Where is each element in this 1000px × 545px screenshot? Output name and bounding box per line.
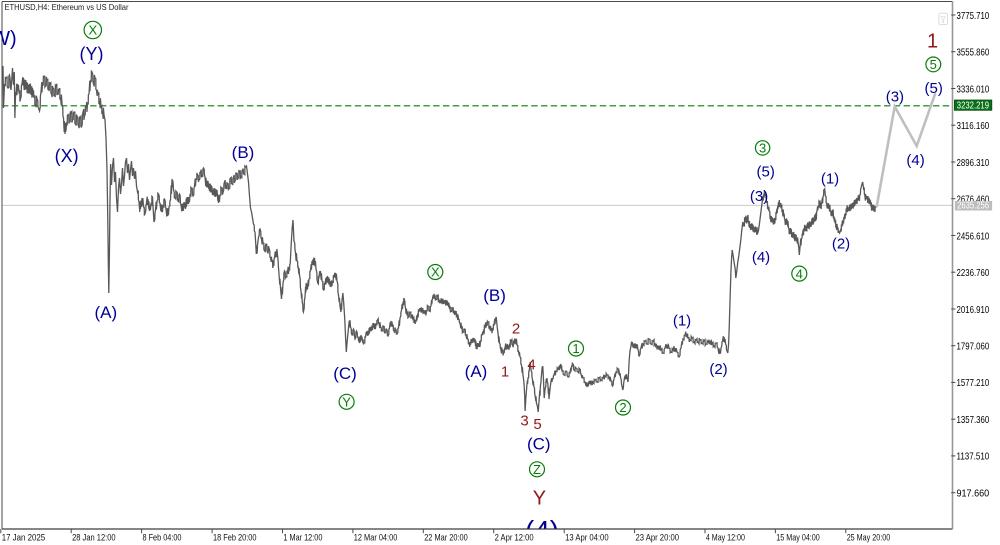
svg-text:3116.160: 3116.160 <box>957 120 990 132</box>
svg-text:(W): (W) <box>0 28 17 50</box>
svg-text:3: 3 <box>520 412 528 429</box>
svg-text:X: X <box>88 23 97 38</box>
svg-text:ETHUSD,H4: Ethereum vs US Dol: ETHUSD,H4: Ethereum vs US Dollar <box>5 2 129 12</box>
svg-text:2: 2 <box>512 320 520 337</box>
svg-text:3232.219: 3232.219 <box>957 100 990 111</box>
svg-text:22 Mar 20:00: 22 Mar 20:00 <box>424 533 468 544</box>
svg-text:1 Mar 12:00: 1 Mar 12:00 <box>283 533 322 544</box>
svg-text:12 Mar 04:00: 12 Mar 04:00 <box>354 533 398 544</box>
svg-text:3775.710: 3775.710 <box>957 10 990 22</box>
svg-text:1357.360: 1357.360 <box>957 414 990 426</box>
svg-text:28 Jan 12:00: 28 Jan 12:00 <box>72 533 116 544</box>
svg-text:Y: Y <box>533 488 546 510</box>
svg-text:2: 2 <box>619 400 626 415</box>
svg-text:2896.310: 2896.310 <box>957 157 990 169</box>
svg-text:3: 3 <box>759 141 766 156</box>
svg-text:2456.610: 2456.610 <box>957 230 990 242</box>
svg-text:13 Apr 04:00: 13 Apr 04:00 <box>565 533 609 544</box>
svg-text:25 May 20:00: 25 May 20:00 <box>847 533 891 544</box>
svg-text:23 Apr 20:00: 23 Apr 20:00 <box>636 533 680 544</box>
svg-text:5: 5 <box>930 57 937 72</box>
svg-text:X: X <box>431 265 440 280</box>
svg-text:4 May 12:00: 4 May 12:00 <box>706 533 745 544</box>
svg-text:4: 4 <box>796 266 803 281</box>
svg-text:(1): (1) <box>821 170 839 187</box>
svg-text:1: 1 <box>927 31 938 53</box>
svg-text:8 Feb 04:00: 8 Feb 04:00 <box>143 533 182 544</box>
svg-text:17 Jan 2025: 17 Jan 2025 <box>2 533 46 544</box>
svg-text:(B): (B) <box>483 286 506 305</box>
svg-text:5: 5 <box>533 416 541 433</box>
svg-text:(2): (2) <box>832 235 850 252</box>
svg-text:2635.256: 2635.256 <box>957 201 989 212</box>
svg-text:Y: Y <box>342 395 351 410</box>
svg-text:1: 1 <box>572 341 579 356</box>
svg-text:(4): (4) <box>525 515 559 545</box>
svg-text:917.660: 917.660 <box>957 488 990 500</box>
svg-text:3336.010: 3336.010 <box>957 83 990 95</box>
svg-text:(C): (C) <box>333 364 357 383</box>
svg-text:(1): (1) <box>673 312 691 329</box>
svg-text:(Y): (Y) <box>80 44 104 64</box>
svg-text:3555.860: 3555.860 <box>957 47 990 59</box>
svg-text:2 Apr 12:00: 2 Apr 12:00 <box>495 533 534 544</box>
svg-text:4: 4 <box>527 356 535 373</box>
svg-text:(5): (5) <box>757 163 775 180</box>
svg-text:(3): (3) <box>886 89 904 106</box>
svg-text:(4): (4) <box>752 249 770 266</box>
svg-text:2016.910: 2016.910 <box>957 304 990 316</box>
svg-text:1797.060: 1797.060 <box>957 341 990 353</box>
svg-text:(A): (A) <box>94 303 117 322</box>
svg-text:15 May 04:00: 15 May 04:00 <box>776 533 820 544</box>
svg-text:18 Feb 20:00: 18 Feb 20:00 <box>213 533 257 544</box>
svg-text:2236.760: 2236.760 <box>957 267 990 279</box>
svg-text:1137.510: 1137.510 <box>957 451 990 463</box>
svg-text:(5): (5) <box>925 80 943 97</box>
svg-text:1: 1 <box>501 363 509 380</box>
svg-text:(2): (2) <box>709 361 727 378</box>
svg-text:(A): (A) <box>465 362 488 381</box>
svg-text:(C): (C) <box>527 435 551 454</box>
svg-text:(3): (3) <box>750 188 768 205</box>
svg-text:(X): (X) <box>55 146 79 166</box>
svg-text:1577.210: 1577.210 <box>957 377 990 389</box>
svg-text:Z: Z <box>533 462 541 477</box>
svg-text:(B): (B) <box>232 143 255 162</box>
svg-text:(4): (4) <box>906 152 924 169</box>
